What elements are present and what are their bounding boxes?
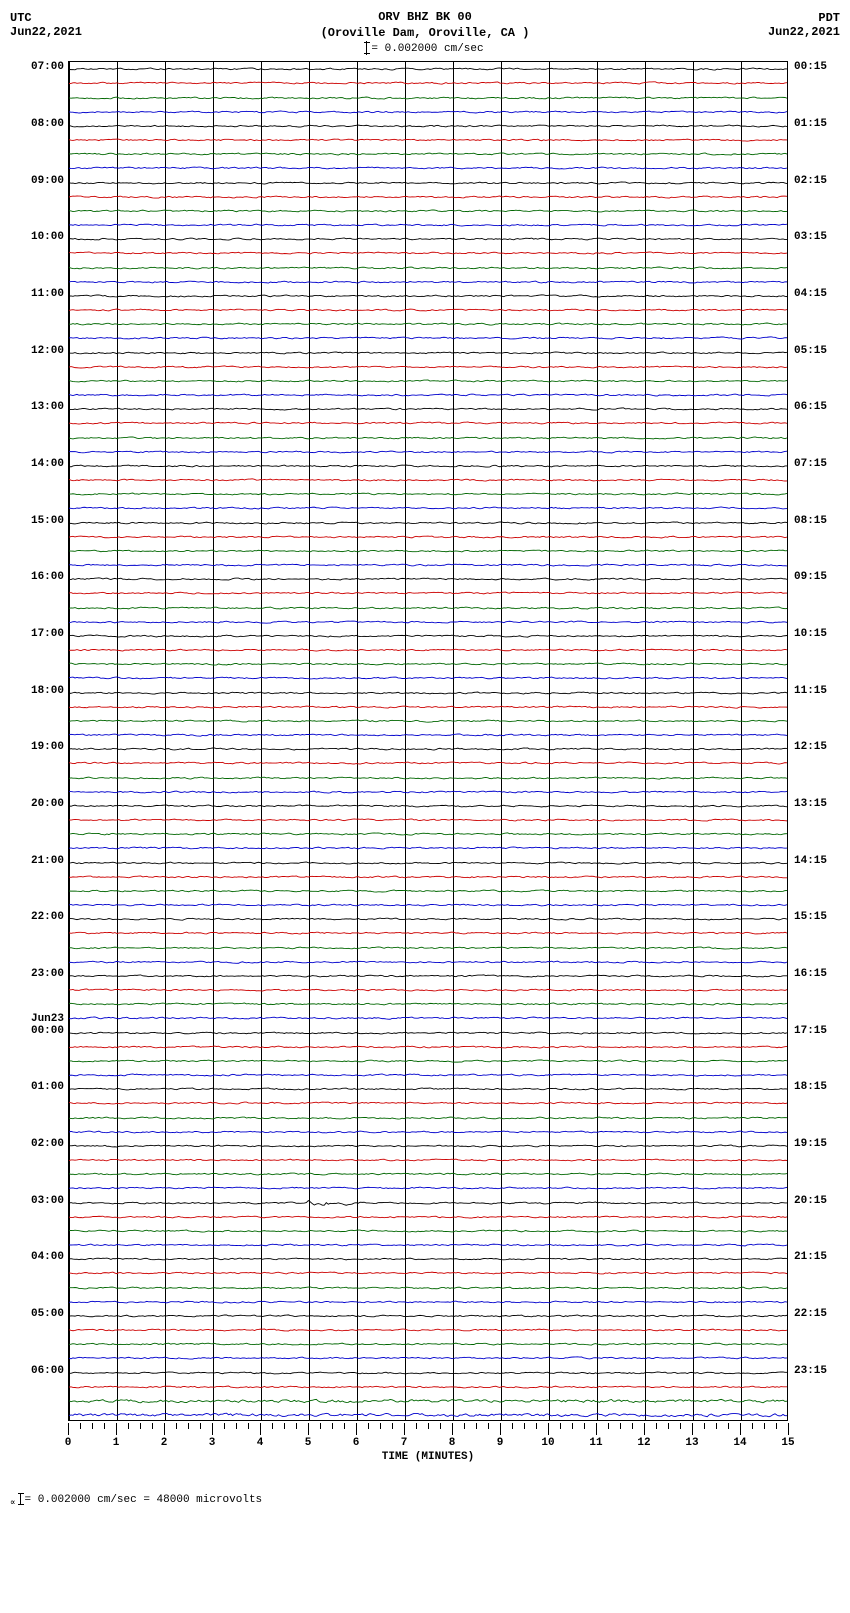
left-hour-label: 03:00	[31, 1196, 64, 1207]
left-hour-label: 04:00	[31, 1252, 64, 1263]
x-tick-label: 8	[449, 1437, 456, 1449]
left-hour-label: 07:00	[31, 62, 64, 73]
left-hour-label: 00:00	[31, 1026, 64, 1037]
right-date: Jun22,2021	[768, 25, 840, 39]
right-hour-label: 09:15	[794, 572, 827, 583]
left-hour-label: 23:00	[31, 969, 64, 980]
left-hour-label: 16:00	[31, 572, 64, 583]
x-tick-label: 4	[257, 1437, 264, 1449]
scale-note: = 0.002000 cm/sec	[10, 41, 840, 55]
right-hour-label: 04:15	[794, 289, 827, 300]
seismogram-plot	[68, 61, 788, 1421]
right-hour-label: 14:15	[794, 856, 827, 867]
x-tick-label: 0	[65, 1437, 72, 1449]
right-hour-label: 12:15	[794, 742, 827, 753]
right-hour-label: 00:15	[794, 62, 827, 73]
x-tick-label: 1	[113, 1437, 120, 1449]
right-hour-label: 05:15	[794, 346, 827, 357]
left-hour-label: 11:00	[31, 289, 64, 300]
left-hour-label: 05:00	[31, 1309, 64, 1320]
x-tick-label: 12	[637, 1437, 650, 1449]
x-tick-label: 15	[781, 1437, 794, 1449]
left-hour-label: 21:00	[31, 856, 64, 867]
left-hour-label: 06:00	[31, 1366, 64, 1377]
right-hour-label: 23:15	[794, 1366, 827, 1377]
x-tick-label: 3	[209, 1437, 216, 1449]
right-hour-label: 11:15	[794, 686, 827, 697]
right-hour-label: 01:15	[794, 119, 827, 130]
left-hour-label: 10:00	[31, 232, 64, 243]
left-hour-label: 20:00	[31, 799, 64, 810]
left-hour-label: 02:00	[31, 1139, 64, 1150]
right-hour-label: 06:15	[794, 402, 827, 413]
right-hour-label: 18:15	[794, 1082, 827, 1093]
right-hour-label: 17:15	[794, 1026, 827, 1037]
left-hour-label: 09:00	[31, 176, 64, 187]
x-tick-label: 9	[497, 1437, 504, 1449]
left-hour-label: 13:00	[31, 402, 64, 413]
x-axis-title: TIME (MINUTES)	[382, 1451, 474, 1463]
footer-note: ∝= 0.002000 cm/sec = 48000 microvolts	[10, 1493, 840, 1508]
left-hour-label: 12:00	[31, 346, 64, 357]
x-tick-label: 11	[589, 1437, 602, 1449]
right-hour-label: 13:15	[794, 799, 827, 810]
x-tick-label: 7	[401, 1437, 408, 1449]
left-hour-label: 22:00	[31, 912, 64, 923]
right-hour-label: 15:15	[794, 912, 827, 923]
right-hour-label: 20:15	[794, 1196, 827, 1207]
x-tick-label: 13	[685, 1437, 698, 1449]
left-hour-label: 14:00	[31, 459, 64, 470]
right-axis-labels: 00:15 01:15 02:15 03:15 04:15 05:15 06:15 07:15…	[794, 61, 842, 1421]
x-tick-label: 6	[353, 1437, 360, 1449]
right-hour-label: 07:15	[794, 459, 827, 470]
x-tick-label: 10	[541, 1437, 554, 1449]
x-axis: TIME (MINUTES) 0123456789101112131415	[68, 1423, 788, 1463]
left-hour-label: 15:00	[31, 516, 64, 527]
right-hour-label: 10:15	[794, 629, 827, 640]
left-date: Jun22,2021	[10, 25, 82, 39]
right-hour-label: 21:15	[794, 1252, 827, 1263]
right-hour-label: 08:15	[794, 516, 827, 527]
left-hour-label: 17:00	[31, 629, 64, 640]
left-tz: UTC	[10, 11, 82, 25]
right-hour-label: 19:15	[794, 1139, 827, 1150]
right-tz: PDT	[768, 11, 840, 25]
x-tick-label: 2	[161, 1437, 168, 1449]
left-hour-label: 01:00	[31, 1082, 64, 1093]
left-hour-label: 08:00	[31, 119, 64, 130]
right-hour-label: 16:15	[794, 969, 827, 980]
x-tick-label: 5	[305, 1437, 312, 1449]
left-hour-label: 18:00	[31, 686, 64, 697]
x-tick-label: 14	[733, 1437, 746, 1449]
right-hour-label: 02:15	[794, 176, 827, 187]
left-hour-label: 19:00	[31, 742, 64, 753]
right-hour-label: 22:15	[794, 1309, 827, 1320]
right-hour-label: 03:15	[794, 232, 827, 243]
left-date-mark: Jun23	[31, 1014, 64, 1025]
left-axis-labels: 07:00 08:00 09:00 10:00 11:00 12:00 13:00 14:00…	[12, 61, 64, 1421]
